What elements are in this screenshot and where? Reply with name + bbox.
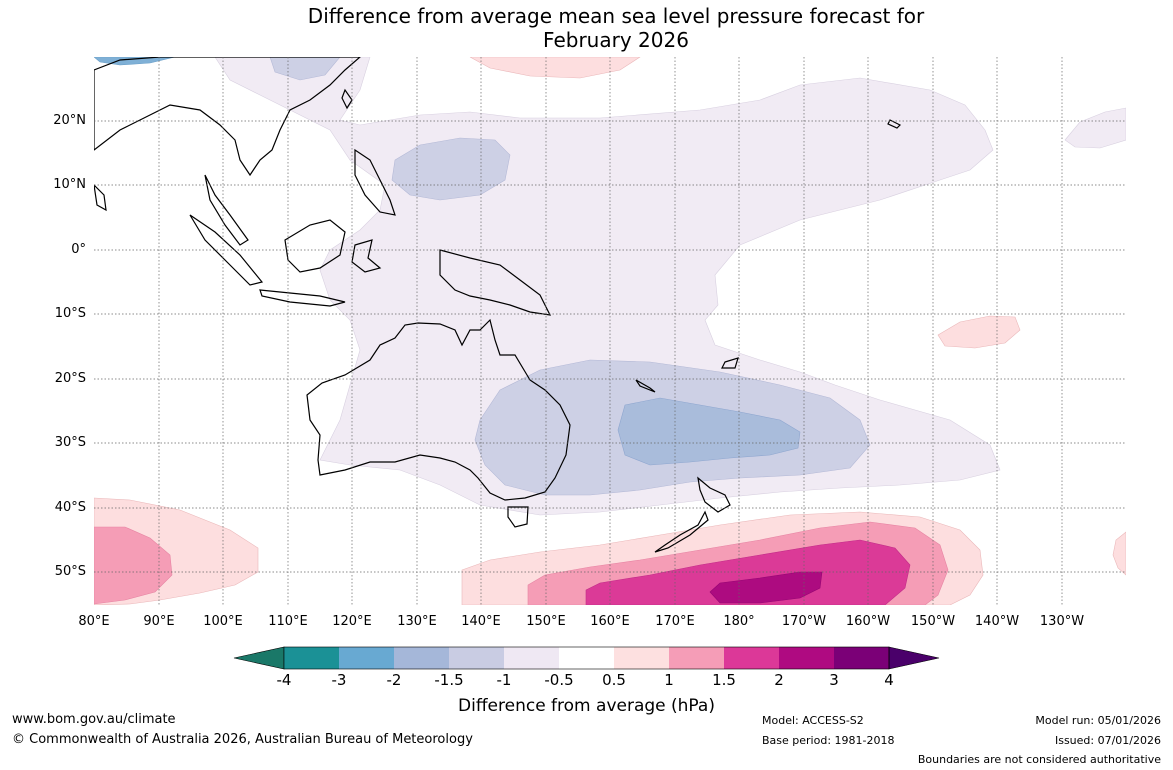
colorbar-swatch xyxy=(394,647,449,669)
anomaly-region-minus-1 xyxy=(391,137,511,201)
colorbar-tick: 1 xyxy=(664,671,674,689)
colorbar-tick: 0.5 xyxy=(602,671,626,689)
taiwan-coastline xyxy=(341,88,353,110)
anomaly-region-plus-0-5-c xyxy=(937,315,1021,349)
footer-issued: Issued: 07/01/2026 xyxy=(1054,734,1161,747)
lon-label: 180° xyxy=(723,614,755,629)
anomaly-region-minus-1-c xyxy=(269,57,341,81)
anomaly-region-minus-2 xyxy=(94,57,176,66)
lon-label: 170°W xyxy=(781,614,827,629)
colorbar-swatch xyxy=(614,647,669,669)
lat-label-50s: 50°S xyxy=(54,564,86,579)
lat-label-10s: 10°S xyxy=(54,306,86,321)
footer-base-period: Base period: 1981-2018 xyxy=(762,734,895,747)
lon-label: 150°E xyxy=(526,614,566,629)
anomaly-region-plus-1 xyxy=(94,526,173,605)
graticule xyxy=(94,57,1126,605)
sumatra-coastline xyxy=(189,214,264,286)
colorbar-tick: 2 xyxy=(774,671,784,689)
anomaly-region-plus-0-5-e xyxy=(1112,531,1126,576)
malay-peninsula xyxy=(204,174,249,246)
new-caledonia xyxy=(635,379,656,393)
footer-model: Model: ACCESS-S2 xyxy=(762,714,864,727)
lat-label-20s: 20°S xyxy=(54,371,86,386)
colorbar xyxy=(233,646,940,670)
colorbar-swatch xyxy=(504,647,559,669)
footer-copyright: © Commonwealth of Australia 2026, Austra… xyxy=(12,732,473,747)
colorbar-swatch xyxy=(559,647,614,669)
anomaly-region-light-negative-2 xyxy=(1064,107,1126,149)
colorbar-tick: -1 xyxy=(496,671,512,689)
colorbar-outline xyxy=(283,646,890,670)
lon-label: 110°E xyxy=(268,614,308,629)
colorbar-tick: -1.5 xyxy=(434,671,464,689)
java-coastline xyxy=(259,289,346,307)
lat-label-40s: 40°S xyxy=(54,500,86,515)
anomaly-region-plus-2 xyxy=(709,571,823,604)
colorbar-tick: 1.5 xyxy=(712,671,736,689)
india-tip xyxy=(94,184,107,212)
australia-coastline xyxy=(306,318,571,501)
anomaly-region-plus-0-5-d xyxy=(469,57,641,79)
chart-title: Difference from average mean sea level p… xyxy=(0,4,1173,52)
sulawesi-coastline xyxy=(351,239,382,273)
borneo-coastline xyxy=(284,219,346,273)
colorbar-tick: -0.5 xyxy=(544,671,574,689)
colorbar-swatch xyxy=(339,647,394,669)
colorbar-extend-low xyxy=(233,646,285,670)
lat-label-10n: 10°N xyxy=(53,177,86,192)
asia-mainland xyxy=(94,57,361,177)
lon-label: 130°W xyxy=(1039,614,1085,629)
lat-label-30s: 30°S xyxy=(54,435,86,450)
colorbar-swatch xyxy=(669,647,724,669)
colorbar-tick: -3 xyxy=(331,671,347,689)
chart-title-line2: February 2026 xyxy=(543,28,689,52)
fiji xyxy=(721,357,739,369)
lon-label: 140°E xyxy=(461,614,501,629)
lon-label: 160°W xyxy=(845,614,891,629)
colorbar-tick: -2 xyxy=(386,671,402,689)
lon-label: 90°E xyxy=(143,614,175,629)
hawaii xyxy=(887,119,902,129)
colorbar-label: Difference from average (hPa) xyxy=(458,696,715,716)
lon-label: 100°E xyxy=(203,614,243,629)
lat-label-20n: 20°N xyxy=(53,113,86,128)
colorbar-extend-high xyxy=(888,646,940,670)
footer-disclaimer: Boundaries are not considered authoritat… xyxy=(917,753,1161,766)
lat-label-0: 0° xyxy=(71,242,86,257)
tasmania-coastline xyxy=(507,506,529,528)
colorbar-swatch xyxy=(284,647,339,669)
lon-label: 160°E xyxy=(590,614,630,629)
lon-label: 130°E xyxy=(397,614,437,629)
new-zealand-south xyxy=(654,510,709,553)
new-guinea-coastline xyxy=(439,249,552,316)
lon-label: 80°E xyxy=(78,614,110,629)
new-zealand-north xyxy=(697,476,731,513)
colorbar-swatch xyxy=(779,647,834,669)
footer-model-run: Model run: 05/01/2026 xyxy=(1035,714,1161,727)
lon-label: 150°W xyxy=(910,614,956,629)
footer-website[interactable]: www.bom.gov.au/climate xyxy=(12,712,176,727)
colorbar-tick: -4 xyxy=(276,671,292,689)
lon-label: 120°E xyxy=(332,614,372,629)
philippines-coastline xyxy=(354,148,396,216)
colorbar-tick: 4 xyxy=(884,671,894,689)
colorbar-swatch xyxy=(449,647,504,669)
lon-label: 170°E xyxy=(655,614,695,629)
colorbar-swatch xyxy=(724,647,779,669)
chart-title-line1: Difference from average mean sea level p… xyxy=(307,4,925,28)
lon-label: 140°W xyxy=(974,614,1020,629)
colorbar-tick: 3 xyxy=(829,671,839,689)
anomaly-region-minus-1-5 xyxy=(617,397,801,466)
coastlines xyxy=(94,57,902,553)
anomaly-region-plus-1-5 xyxy=(585,539,911,605)
colorbar-swatch xyxy=(834,647,889,669)
